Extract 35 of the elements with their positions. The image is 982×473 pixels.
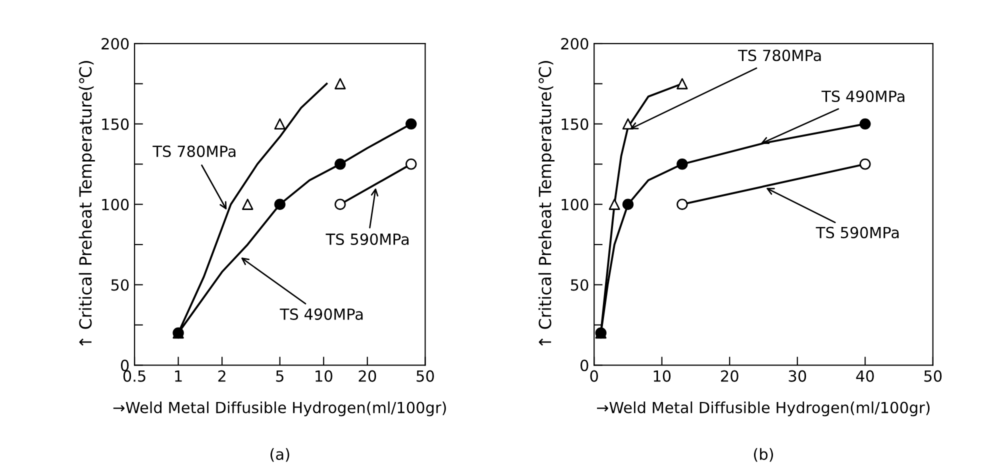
x-tick-label: 1 bbox=[175, 370, 182, 382]
x-tick-label: 30 bbox=[788, 370, 806, 382]
y-axis-title: ↑ Critical Preheat Temperature(℃) bbox=[538, 61, 555, 346]
text: (b) bbox=[754, 448, 773, 462]
text: (a) bbox=[270, 448, 290, 462]
x-tick-label: 40 bbox=[856, 370, 874, 382]
annotation: TS 590MPa bbox=[816, 226, 899, 238]
y-axis-title: ↑ Critical Preheat Temperature(℃) bbox=[78, 61, 95, 346]
x-axis-title: →Weld Metal Diffusible Hydrogen(ml/100gr) bbox=[113, 401, 446, 416]
x-axis-title: →Weld Metal Diffusible Hydrogen(ml/100gr) bbox=[597, 401, 930, 416]
x-tick-label: 10 bbox=[316, 370, 332, 382]
x-tick-label: 10 bbox=[654, 370, 671, 382]
x-tick-label: 20 bbox=[358, 370, 376, 382]
x-tick-label: 50 bbox=[924, 370, 942, 382]
x-tick-label: 50 bbox=[416, 370, 434, 382]
x-tick-label: 2 bbox=[218, 370, 226, 382]
annotation: TS 780MPa bbox=[738, 50, 821, 62]
annotation: TS 590MPa bbox=[326, 233, 409, 246]
y-tick-label: 100 bbox=[102, 198, 129, 210]
x-tick-label: 20 bbox=[721, 370, 738, 382]
y-tick-label: 200 bbox=[102, 38, 129, 50]
y-tick-label: 150 bbox=[562, 118, 588, 130]
annotation: TS 490MPa bbox=[280, 308, 363, 320]
y-tick-label: 0 bbox=[580, 360, 588, 372]
y-tick-label: 200 bbox=[561, 38, 588, 50]
annotation: TS 780MPa bbox=[152, 146, 236, 158]
x-tick-label: 0.5 bbox=[123, 370, 146, 382]
annotation: TS 490MPa bbox=[822, 90, 904, 102]
y-tick-label: 100 bbox=[562, 198, 588, 210]
y-tick-label: 150 bbox=[102, 118, 129, 130]
x-tick-label: 0 bbox=[590, 370, 598, 382]
y-tick-label: 50 bbox=[570, 279, 588, 291]
y-tick-label: 50 bbox=[111, 279, 129, 291]
x-tick-label: 5 bbox=[276, 370, 284, 382]
y-tick-label: 0 bbox=[120, 360, 129, 372]
